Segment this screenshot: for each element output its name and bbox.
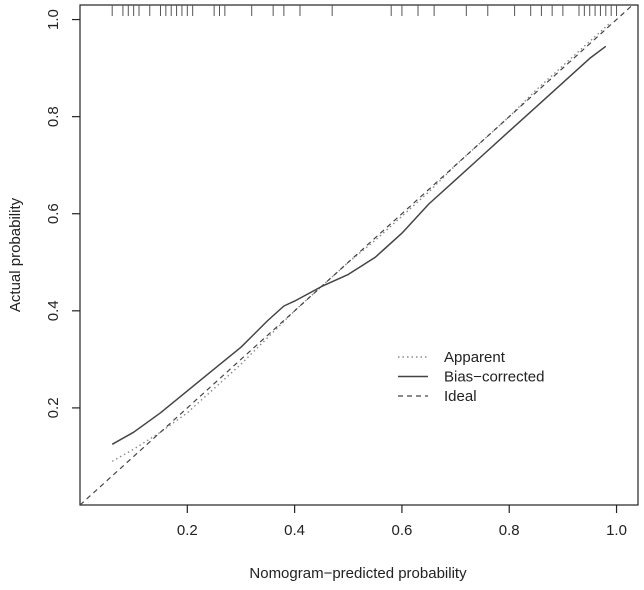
x-axis-title: Nomogram−predicted probability <box>249 565 467 582</box>
y-tick-label: 0.6 <box>45 203 62 224</box>
series-line-dotted <box>111 21 612 462</box>
x-tick-label: 0.8 <box>499 522 520 539</box>
x-tick-label: 1.0 <box>606 522 627 539</box>
y-tick-label: 0.4 <box>45 300 62 321</box>
legend-label: Apparent <box>444 349 506 366</box>
y-axis-title: Actual probability <box>7 197 24 312</box>
x-axis: 0.2 0.4 0.6 0.8 1.0 <box>177 505 627 539</box>
x-tick-label: 0.4 <box>284 522 305 539</box>
y-tick-label: 1.0 <box>45 9 62 30</box>
legend-label: Ideal <box>444 388 477 405</box>
x-tick-label: 0.2 <box>177 522 198 539</box>
y-tick-label: 0.8 <box>45 106 62 127</box>
legend: Apparent Bias−corrected Ideal <box>398 349 544 405</box>
series-line-dashed <box>80 5 634 505</box>
y-axis: 0.2 0.4 0.6 0.8 1.0 <box>45 9 80 418</box>
rug-ticks <box>111 5 618 16</box>
legend-label: Bias−corrected <box>444 369 544 386</box>
series-line-solid <box>111 45 607 445</box>
y-tick-label: 0.2 <box>45 397 62 418</box>
series-layer <box>80 5 634 505</box>
plot-frame <box>79 4 639 506</box>
x-tick-label: 0.6 <box>391 522 412 539</box>
